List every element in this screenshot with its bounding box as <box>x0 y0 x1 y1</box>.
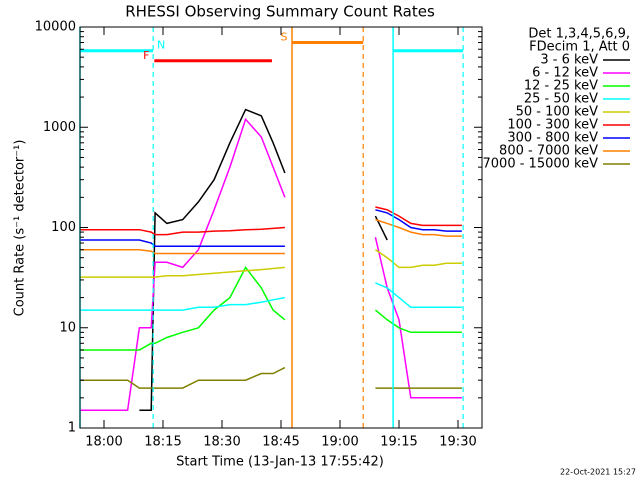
series-line <box>80 249 462 278</box>
series-line <box>80 117 462 412</box>
x-tick-label: 18:00 <box>85 435 122 450</box>
legend-label: 100 - 300 keV <box>507 118 598 133</box>
legend-label: 3 - 6 keV <box>540 53 598 68</box>
y-tick-label: 1000 <box>43 120 76 135</box>
series-line <box>139 108 388 412</box>
legend-label: 7000 - 15000 keV <box>483 157 599 172</box>
y-axis-label: Count Rate (s⁻¹ detector⁻¹) <box>13 140 28 317</box>
series-line <box>80 282 462 311</box>
x-tick-label: 19:15 <box>380 435 417 450</box>
legend-label: 12 - 25 keV <box>524 79 598 94</box>
x-tick-label: 19:30 <box>439 435 476 450</box>
legend-header: Det 1,3,4,5,6,9, <box>528 27 630 42</box>
y-tick-label: 10000 <box>35 20 76 35</box>
legend-label: 300 - 800 keV <box>507 131 598 146</box>
x-tick-label: 18:30 <box>203 435 240 450</box>
y-tick-label: 1 <box>68 421 76 436</box>
series-line <box>80 209 462 248</box>
legend-label: 6 - 12 keV <box>532 66 598 81</box>
flag-label: F <box>143 49 149 62</box>
flag-label: S <box>281 31 288 44</box>
x-tick-label: 19:00 <box>321 435 358 450</box>
chart-title: RHESSI Observing Summary Count Rates <box>125 3 435 21</box>
x-tick-label: 18:45 <box>262 435 299 450</box>
legend-header: FDecim 1, Att 0 <box>529 40 630 55</box>
x-axis-label: Start Time (13-Jan-13 17:55:42) <box>176 455 384 470</box>
series-line <box>80 366 462 389</box>
series-line <box>80 266 462 351</box>
series-line <box>80 218 462 255</box>
legend-label: 800 - 7000 keV <box>499 144 598 159</box>
y-tick-label: 10 <box>59 320 76 335</box>
footer: 22-Oct-2021 15:27 <box>560 468 636 477</box>
flag-label: N <box>157 39 165 52</box>
series-line <box>80 206 462 236</box>
x-tick-label: 18:15 <box>144 435 181 450</box>
y-tick-label: 100 <box>51 220 76 235</box>
legend-label: 50 - 100 keV <box>516 105 599 120</box>
legend-label: 25 - 50 keV <box>524 92 598 107</box>
